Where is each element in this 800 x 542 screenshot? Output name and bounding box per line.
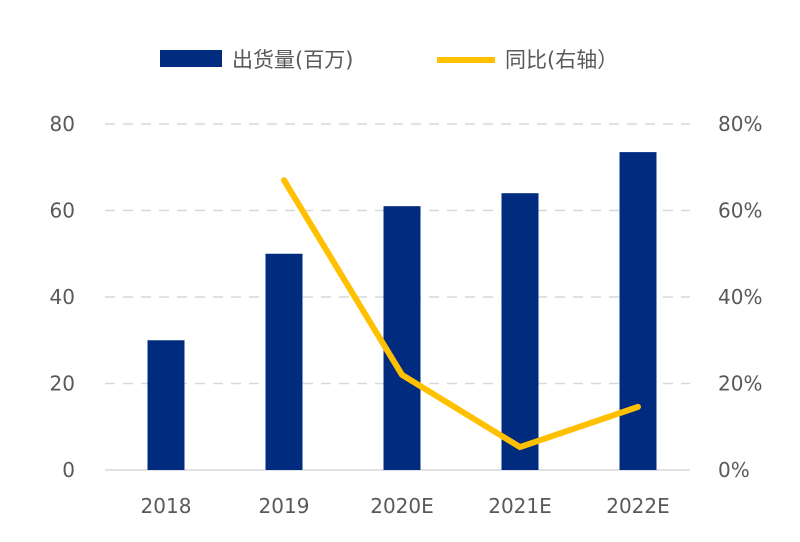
yoy-line [284,180,638,447]
legend: 出货量(百万) 同比(右轴） [160,48,618,72]
bar-2018 [148,340,185,470]
bar-2022E [620,152,657,470]
left-tick-label: 0 [62,458,75,482]
legend-label-shipments: 出货量(百万) [232,48,353,72]
bar-2021E [502,193,539,470]
x-tick-label: 2021E [488,494,552,518]
bar-2020E [384,206,421,470]
x-tick-label: 2020E [370,494,434,518]
left-tick-label: 40 [50,285,75,309]
right-tick-label: 80% [718,112,762,136]
right-tick-label: 40% [718,285,762,309]
left-tick-label: 80 [50,112,75,136]
x-tick-label: 2022E [606,494,670,518]
right-tick-label: 0% [718,458,750,482]
left-tick-label: 20 [50,372,75,396]
right-tick-label: 60% [718,199,762,223]
left-tick-label: 60 [50,199,75,223]
x-tick-label: 2018 [141,494,192,518]
legend-swatch-shipments [160,50,222,67]
bar-2019 [266,254,303,470]
legend-label-yoy: 同比(右轴） [505,48,618,72]
x-tick-label: 2019 [259,494,310,518]
right-tick-label: 20% [718,372,762,396]
